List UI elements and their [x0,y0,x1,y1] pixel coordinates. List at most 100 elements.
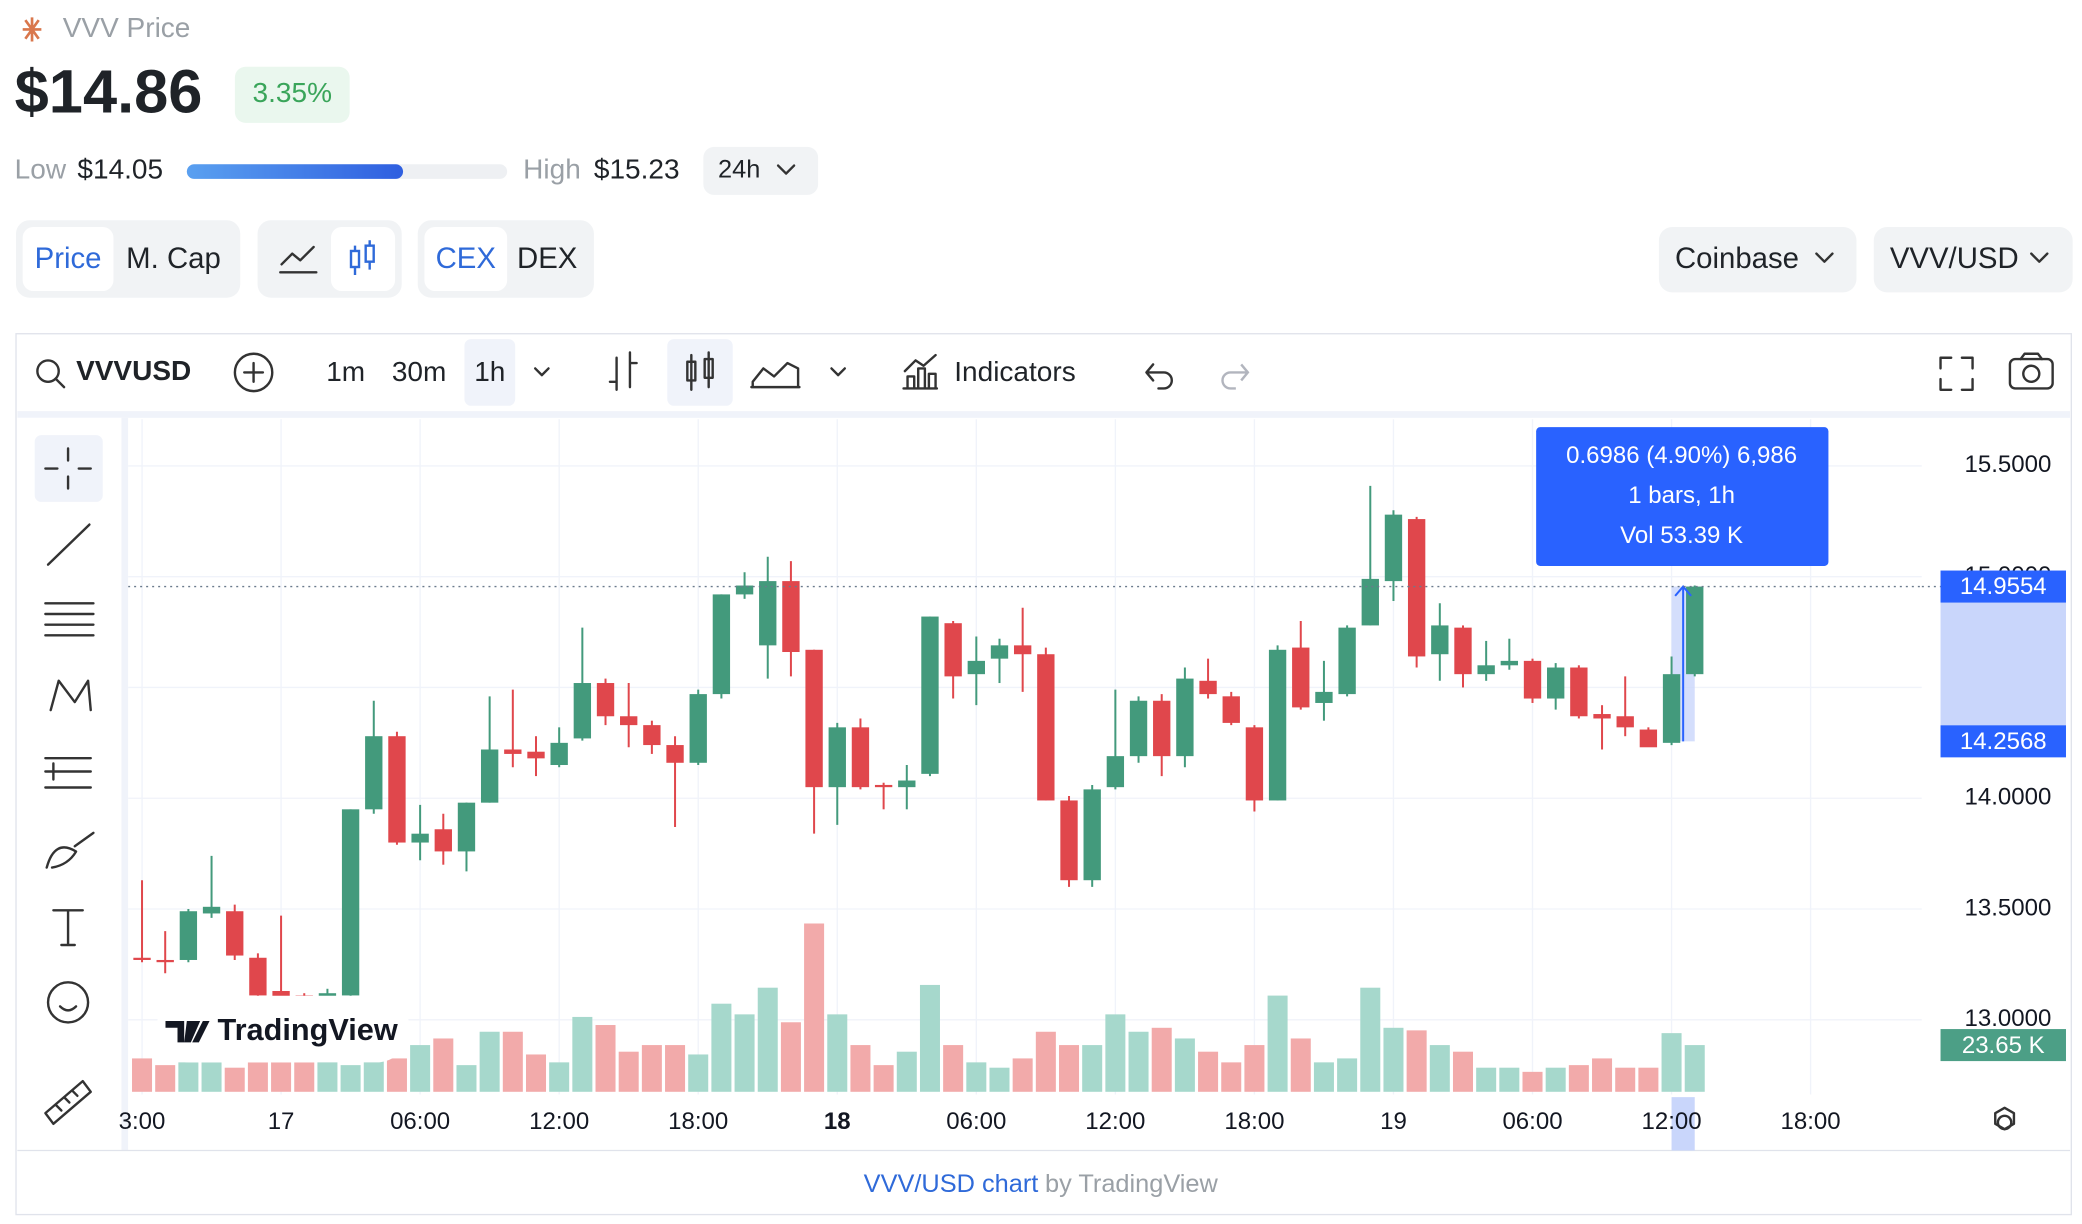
range-fill [186,164,404,179]
separator [17,411,2070,418]
pair-select[interactable] [1873,226,2073,293]
chevron [776,164,796,175]
candle-body [1616,716,1634,728]
candle-body [550,742,568,766]
line-icon[interactable] [279,245,318,274]
watermark[interactable]: TradingView [218,1012,398,1047]
chevron[interactable] [830,367,847,377]
prediction-icon[interactable] [44,756,92,789]
volume-bar [595,1025,616,1092]
volume-bar [247,1062,268,1092]
candle-body [666,745,684,763]
camera-icon [2022,364,2041,383]
indicators-icon[interactable] [902,353,939,390]
volume-bar [572,1016,593,1092]
pair[interactable]: VVV/USD [1890,242,2019,275]
tab-dex[interactable]: DEX [517,242,577,275]
candle-body [1431,625,1449,655]
volume-bar [1545,1067,1566,1092]
interval[interactable]: 30m [392,356,447,387]
emoji-icon[interactable] [46,981,90,1024]
area-icon[interactable] [750,361,801,389]
redo-icon[interactable] [1221,363,1250,390]
volume-bar [618,1051,639,1092]
active-tool[interactable] [34,435,103,502]
volume-tag [1940,1029,2066,1062]
bars-icon[interactable] [608,351,638,391]
exchange[interactable]: Coinbase [1675,242,1799,275]
ruler-icon[interactable] [44,1079,92,1126]
brush-icon[interactable] [45,831,95,869]
active-interval[interactable] [464,339,516,406]
period-button[interactable] [703,146,819,195]
candle-body [805,649,823,788]
undo-icon[interactable] [1145,363,1173,390]
fib-icon[interactable] [44,602,95,637]
chevron[interactable] [533,367,550,377]
tab-mcap[interactable]: M. Cap [126,242,221,275]
symbol[interactable]: VVVUSD [76,355,191,386]
candle-body [272,990,290,998]
interval[interactable]: 1m [326,356,365,387]
footer-link[interactable]: VVV/USD chart [864,1170,1039,1198]
measure-tooltip [1536,427,1829,566]
x-tick-label: 06:00 [946,1108,1006,1135]
add-icon[interactable] [233,352,274,393]
candle-body [828,727,846,788]
volume-bar [1383,1027,1404,1092]
candles-icon [686,360,697,382]
candle-body [1129,700,1148,757]
volume-bar [1244,1045,1265,1092]
volume-bar [827,1014,848,1092]
candle-icon [349,249,361,269]
candle-body [921,616,939,774]
candle-body [1384,514,1403,582]
candle-body [1222,696,1240,723]
candle-body [944,623,962,677]
active-tab[interactable] [424,226,508,292]
active-tab[interactable] [22,226,114,292]
volume-bar [502,1031,523,1092]
volume-bar [780,1022,801,1092]
volume-bar [850,1045,871,1092]
price-tag-label: 14.2568 [1960,728,2047,755]
active-tab[interactable] [330,226,396,292]
indicators[interactable]: Indicators [954,356,1075,387]
trendline-icon[interactable] [46,523,91,566]
volume-bar [1035,1031,1056,1092]
candle-body [1361,578,1379,626]
interval[interactable]: 1h [474,356,505,387]
x-tick-label: 12:00 [1085,1108,1145,1135]
tab-cex[interactable]: CEX [436,242,496,275]
y-tick-label: 14.0000 [1964,784,2051,811]
period[interactable]: 24h [718,156,760,184]
fullscreen-icon[interactable] [1939,356,1974,391]
candle-body [1245,727,1264,801]
pattern-icon[interactable] [49,679,92,712]
axes: 13.000013.500014.000014.500015.000015.50… [119,427,2066,1151]
measure-tooltip-line: Vol 53.39 K [1620,522,1743,549]
volume-bar [1198,1051,1219,1092]
text-icon[interactable] [52,909,84,947]
candle-body [1662,674,1681,743]
change-badge [234,66,350,123]
candle-body [1500,660,1519,666]
camera-icon[interactable] [2008,357,2054,390]
candle-body [457,802,476,852]
volume-bar [1499,1067,1520,1092]
search-icon[interactable] [36,359,60,383]
exchange-select[interactable] [1658,226,1857,293]
x-tick-label: 12:00 [529,1108,589,1135]
volume-bar [734,1014,755,1092]
active-style[interactable] [667,339,733,406]
candle-body [1477,665,1495,675]
crosshair-icon[interactable] [44,447,92,490]
volume-bar [1429,1045,1450,1092]
volume-bar [224,1067,245,1092]
plot-area [128,419,1922,1095]
watermark-badge[interactable] [156,995,410,1063]
tab-price[interactable]: Price [35,242,102,275]
footer-by: by TradingView [1045,1170,1219,1198]
volume-bar [1105,1014,1126,1092]
add-icon [243,361,265,383]
